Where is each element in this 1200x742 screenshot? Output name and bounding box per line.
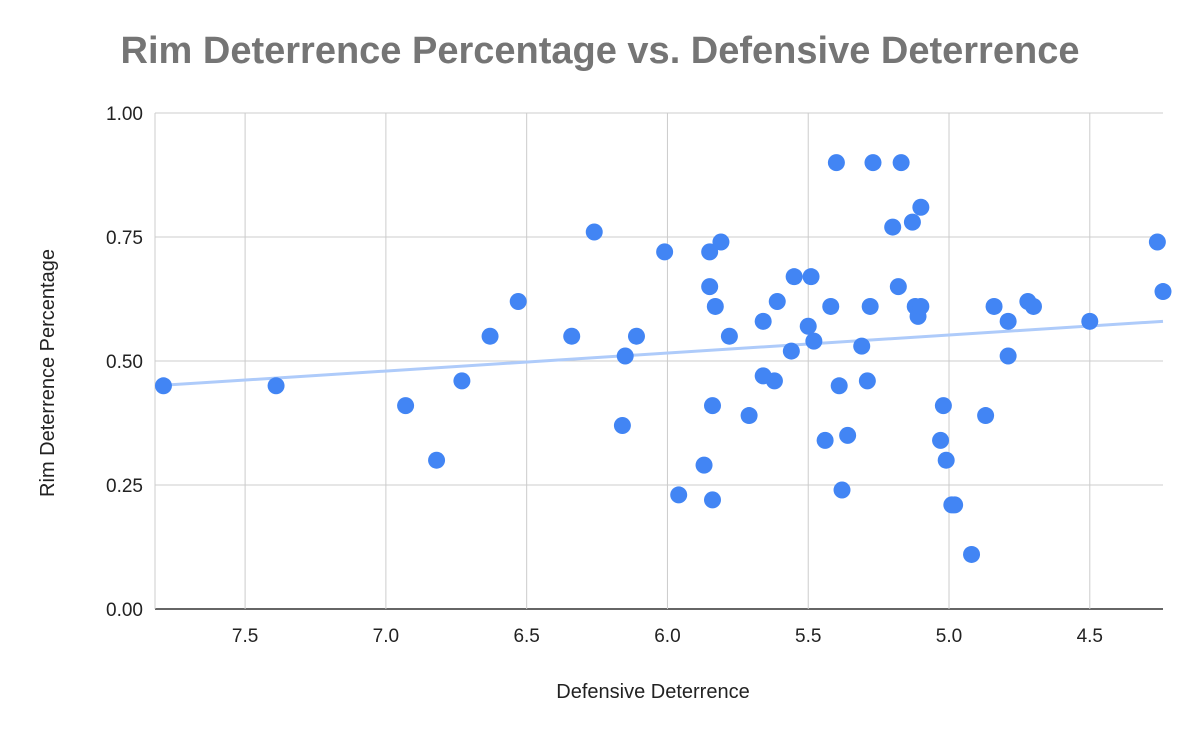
data-point: [839, 426, 857, 444]
data-point: [816, 431, 834, 449]
data-point: [754, 312, 772, 330]
data-point: [985, 297, 1003, 315]
data-point: [782, 342, 800, 360]
trendline: [154, 319, 1164, 388]
x-axis-title: Defensive Deterrence: [556, 681, 749, 703]
data-point: [822, 297, 840, 315]
data-point: [999, 347, 1017, 365]
x-tick-label: 7.5: [232, 626, 258, 647]
data-point: [670, 486, 688, 504]
data-point: [884, 218, 902, 236]
data-point: [1081, 312, 1099, 330]
data-point: [397, 397, 415, 415]
data-point: [889, 278, 907, 296]
data-point: [585, 223, 603, 241]
x-tick-label: 4.5: [1077, 626, 1103, 647]
data-point: [768, 292, 786, 310]
data-point: [613, 416, 631, 434]
data-point: [616, 347, 634, 365]
data-point: [799, 317, 817, 335]
data-point: [267, 377, 285, 395]
data-point: [701, 278, 719, 296]
data-point: [627, 327, 645, 345]
data-point: [509, 292, 527, 310]
y-tick-label: 0.25: [106, 476, 143, 497]
data-point: [765, 372, 783, 390]
data-point: [1024, 297, 1042, 315]
x-tick-label: 6.5: [513, 626, 539, 647]
data-point: [864, 154, 882, 172]
data-point: [656, 243, 674, 261]
y-axis-title: Rim Deterrence Percentage: [37, 249, 59, 497]
x-tick-label: 6.0: [654, 626, 680, 647]
x-tick-label: 5.5: [795, 626, 821, 647]
data-point: [946, 496, 964, 514]
data-point: [703, 491, 721, 509]
data-point: [481, 327, 499, 345]
data-point: [833, 481, 851, 499]
data-point: [706, 297, 724, 315]
data-point: [903, 213, 921, 231]
data-point: [963, 545, 981, 563]
x-tick-label: 7.0: [373, 626, 399, 647]
data-point: [720, 327, 738, 345]
data-point: [695, 456, 713, 474]
data-point: [703, 397, 721, 415]
y-tick-label: 1.00: [106, 104, 143, 125]
data-point: [858, 372, 876, 390]
data-point: [830, 377, 848, 395]
data-point: [428, 451, 446, 469]
chart-title: Rim Deterrence Percentage vs. Defensive …: [120, 30, 1080, 72]
data-point: [827, 154, 845, 172]
data-point: [853, 337, 871, 355]
x-tick-label: 5.0: [936, 626, 962, 647]
data-point: [912, 297, 930, 315]
data-point: [934, 397, 952, 415]
data-point: [932, 431, 950, 449]
data-point: [912, 198, 930, 216]
data-point: [712, 233, 730, 251]
data-point: [977, 407, 995, 425]
data-point: [999, 312, 1017, 330]
data-point: [861, 297, 879, 315]
data-point: [453, 372, 471, 390]
data-point: [892, 154, 910, 172]
data-point: [740, 407, 758, 425]
data-point: [802, 268, 820, 286]
tick-labels: 0.00 0.25 0.50 0.75 1.00 7.5 7.0 6.5 6.0 5.5 5.0 4.…: [106, 104, 1103, 647]
trendline-layer: [154, 319, 1164, 388]
data-point: [805, 332, 823, 350]
data-point: [937, 451, 955, 469]
data-points: [154, 154, 1172, 563]
data-point: [1154, 283, 1172, 301]
data-point: [563, 327, 581, 345]
y-tick-label: 0.50: [106, 352, 143, 373]
data-point: [154, 377, 172, 395]
data-point: [1148, 233, 1166, 251]
grid-layer: [154, 112, 1163, 610]
data-point: [701, 243, 719, 261]
data-point: [785, 268, 803, 286]
y-tick-label: 0.00: [106, 600, 143, 621]
y-tick-label: 0.75: [106, 228, 143, 249]
